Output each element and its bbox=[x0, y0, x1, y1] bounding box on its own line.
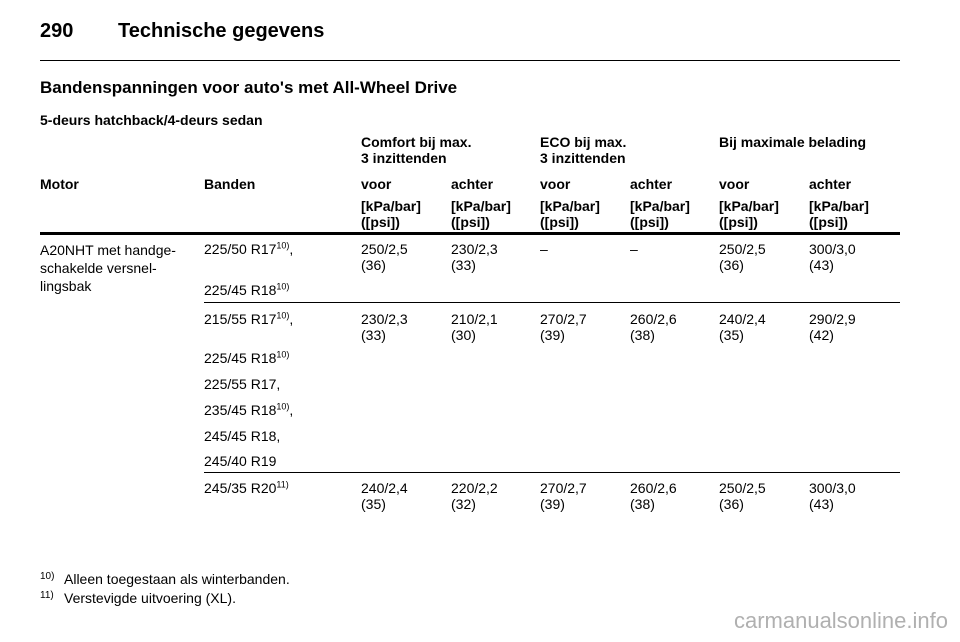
section-title: Bandenspanningen voor auto's met All-Whe… bbox=[40, 78, 458, 97]
table-row-1-value: 250/2,5 (36) bbox=[361, 241, 408, 273]
table-row-1-value: 250/2,5 (36) bbox=[719, 241, 766, 273]
table-row-1-tire: 225/45 R1810) bbox=[204, 281, 290, 298]
header-rule bbox=[40, 60, 900, 61]
table-row-2-tire: 245/40 R19 bbox=[204, 453, 277, 469]
table-row-2-value: 290/2,9 (42) bbox=[809, 311, 856, 343]
table-row-3-value: 300/3,0 (43) bbox=[809, 480, 856, 512]
table-row-1-value: – bbox=[540, 241, 548, 257]
unit-header: [kPa/bar] ([psi]) bbox=[361, 198, 421, 230]
table-row-3-value: 270/2,7 (39) bbox=[540, 480, 587, 512]
col-comfort-voor: voor bbox=[361, 176, 392, 192]
footnote: 10) Alleen toegestaan als winterbanden. bbox=[40, 571, 290, 587]
table-row-1-tire: 225/50 R1710), bbox=[204, 240, 294, 257]
table-row-2-tire: 225/55 R17, bbox=[204, 376, 281, 392]
table-row-3-value: 260/2,6 (38) bbox=[630, 480, 677, 512]
table-row-2-tire: 215/55 R1710), bbox=[204, 310, 294, 327]
table-row-2-tire: 245/45 R18, bbox=[204, 428, 281, 444]
header-bottom-rule bbox=[40, 232, 900, 235]
table-row-3-value: 250/2,5 (36) bbox=[719, 480, 766, 512]
group-eco: ECO bij max. 3 inzittenden bbox=[540, 134, 627, 166]
table-row-2-value: 260/2,6 (38) bbox=[630, 311, 677, 343]
col-motor: Motor bbox=[40, 176, 79, 192]
col-comfort-achter: achter bbox=[451, 176, 494, 192]
table-row-2-value: 230/2,3 (33) bbox=[361, 311, 408, 343]
table-row-2-tire: 225/45 R1810) bbox=[204, 349, 290, 366]
col-eco-voor: voor bbox=[540, 176, 571, 192]
table-row-1-value: 300/3,0 (43) bbox=[809, 241, 856, 273]
table-row-3-value: 240/2,4 (35) bbox=[361, 480, 408, 512]
table-row-3-tire: 245/35 R2011) bbox=[204, 479, 289, 496]
col-max-voor: voor bbox=[719, 176, 750, 192]
col-max-achter: achter bbox=[809, 176, 852, 192]
row-divider bbox=[204, 472, 900, 473]
page-title: Technische gegevens bbox=[118, 20, 325, 42]
table-row-2-value: 210/2,1 (30) bbox=[451, 311, 498, 343]
row-divider bbox=[204, 302, 900, 303]
table-row-1-value: 230/2,3 (33) bbox=[451, 241, 498, 273]
col-banden: Banden bbox=[204, 176, 256, 192]
page-number: 290 bbox=[40, 20, 74, 42]
table-subtitle: 5-deurs hatchback/4-deurs sedan bbox=[40, 112, 263, 128]
watermark: carmanualsonline.info bbox=[733, 608, 948, 633]
table-row-3-value: 220/2,2 (32) bbox=[451, 480, 498, 512]
table-row-1-value: – bbox=[630, 241, 638, 257]
unit-header: [kPa/bar] ([psi]) bbox=[719, 198, 779, 230]
motor-cell: A20NHT met handge- schakelde versnel- li… bbox=[40, 242, 176, 294]
unit-header: [kPa/bar] ([psi]) bbox=[540, 198, 600, 230]
unit-header: [kPa/bar] ([psi]) bbox=[809, 198, 869, 230]
table-row-2-value: 270/2,7 (39) bbox=[540, 311, 587, 343]
table-row-2-value: 240/2,4 (35) bbox=[719, 311, 766, 343]
page-header: 290 Technische gegevens bbox=[40, 20, 324, 43]
table-row-2-tire: 235/45 R1810), bbox=[204, 401, 294, 418]
group-comfort: Comfort bij max. 3 inzittenden bbox=[361, 134, 472, 166]
unit-header: [kPa/bar] ([psi]) bbox=[630, 198, 690, 230]
footnote: 11) Verstevigde uitvoering (XL). bbox=[40, 590, 236, 606]
col-eco-achter: achter bbox=[630, 176, 673, 192]
unit-header: [kPa/bar] ([psi]) bbox=[451, 198, 511, 230]
group-max-load: Bij maximale belading bbox=[719, 134, 867, 150]
